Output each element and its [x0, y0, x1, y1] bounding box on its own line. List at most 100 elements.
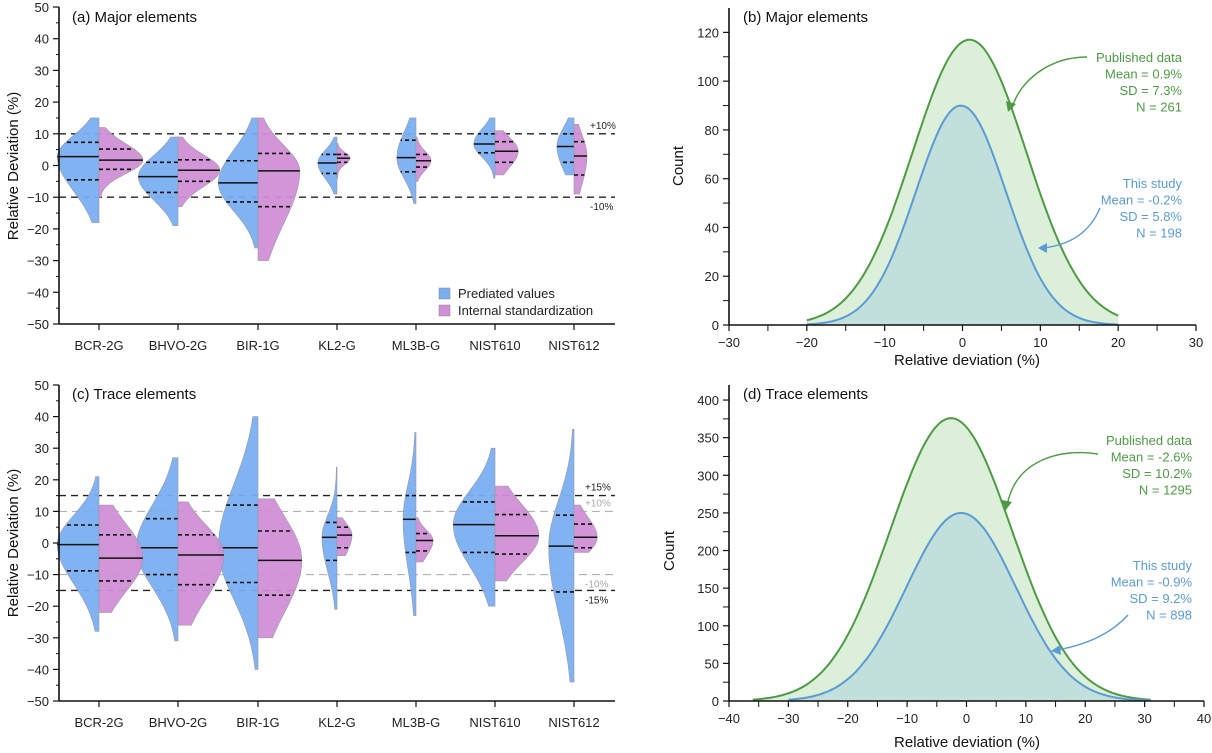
violin-half [217, 117, 259, 249]
y-tick-label: 0 [712, 318, 719, 333]
panel-d-x-axis-title: Relative deviation (%) [894, 734, 1040, 751]
annotation-text: SD = 9.2% [1129, 591, 1192, 606]
violin-shape [321, 466, 338, 610]
violin-half [98, 504, 144, 613]
y-tick-label: 100 [697, 74, 719, 89]
x-tick-label: 40 [1197, 711, 1211, 726]
panel-b-title: (b) Major elements [743, 9, 868, 26]
y-tick-label: 200 [697, 544, 719, 559]
panel-a-legend: Prediated values Internal standardizatio… [438, 286, 593, 318]
this-study-curve [806, 104, 1119, 326]
y-tick-label: 300 [697, 468, 719, 483]
y-tick-label: −30 [27, 254, 49, 269]
x-tick-label: BIR-1G [236, 338, 279, 353]
y-tick-label: 20 [705, 269, 719, 284]
this-study-annotation: This study Mean = -0.9%SD = 9.2% N = 898 [1051, 558, 1192, 655]
x-tick-label: NIST612 [548, 715, 599, 730]
annotation-text: Mean = 0.9% [1105, 67, 1182, 82]
curve-line [788, 511, 1151, 702]
reference-line-label: +10% [590, 121, 616, 132]
x-tick-label: 0 [963, 711, 970, 726]
y-tick-label: 120 [697, 25, 719, 40]
y-tick-label: 0 [712, 694, 719, 709]
x-tick-label: 0 [959, 335, 966, 350]
violin-shape [573, 504, 598, 553]
x-tick-label: −30 [718, 335, 740, 350]
x-tick-label: ML3B-G [392, 338, 440, 353]
y-tick-label: 60 [705, 172, 719, 187]
violin-half [98, 127, 144, 198]
violin-shape [415, 136, 432, 182]
violin-shape [257, 498, 303, 639]
violin-half [494, 130, 519, 176]
violin-half [415, 517, 434, 563]
y-tick-label: −10 [27, 190, 49, 205]
annotation-text: This study [1133, 558, 1193, 573]
y-tick-label: 20 [35, 95, 49, 110]
violin-half [177, 136, 221, 208]
violin-shape [177, 501, 225, 626]
violin-shape [336, 517, 353, 556]
violin-half [257, 117, 301, 261]
violin-shape [473, 117, 496, 179]
x-tick-label: ML3B-G [392, 715, 440, 730]
violin-half [177, 501, 225, 626]
violin-half [56, 476, 100, 632]
annotation-arrow [1056, 614, 1129, 651]
violin-half [415, 136, 432, 182]
annotation-text: N = 1295 [1139, 483, 1192, 498]
annotation-text: N = 261 [1136, 100, 1182, 115]
reference-line-label: -15% [585, 595, 608, 606]
panel-b-major-elements-distribution: (b) Major elements Count Relative deviat… [670, 8, 1203, 369]
x-tick-label: −20 [796, 335, 818, 350]
panel-a-title: (a) Major elements [72, 9, 197, 26]
x-tick-label: NIST610 [469, 338, 520, 353]
annotation-text: N = 198 [1136, 226, 1182, 241]
panel-b-y-axis-title: Count [670, 145, 687, 186]
y-tick-label: 0 [42, 536, 49, 551]
violin-shape [494, 485, 540, 582]
reference-line-label: +15% [585, 483, 611, 494]
y-tick-label: 40 [35, 32, 49, 47]
y-tick-label: −30 [27, 631, 49, 646]
annotation-text: Mean = -0.9% [1111, 575, 1193, 590]
y-tick-label: 0 [42, 159, 49, 174]
x-tick-label: 10 [1019, 711, 1033, 726]
violin-shape [56, 117, 100, 223]
annotation-arrow [1011, 56, 1088, 109]
curve-fill [806, 105, 1119, 325]
violin-half [473, 117, 496, 179]
annotation-arrow [1042, 207, 1101, 249]
x-tick-label: −10 [896, 711, 918, 726]
y-tick-label: 20 [35, 473, 49, 488]
x-tick-label: BIR-1G [236, 715, 279, 730]
annotation-text: SD = 5.8% [1119, 209, 1182, 224]
annotation-text: This study [1123, 176, 1183, 191]
y-tick-label: 30 [35, 63, 49, 78]
violin-shape [217, 416, 259, 670]
violin-half [317, 136, 338, 195]
violin-half [396, 117, 417, 204]
panel-a-y-axis-title: Relative Deviation (%) [5, 92, 22, 240]
this-study-annotation: This study Mean = -0.2%SD = 5.8% N = 198 [1038, 176, 1182, 253]
violin-half [217, 416, 259, 670]
legend-swatch-prediated [438, 287, 451, 300]
y-tick-label: 80 [705, 123, 719, 138]
y-tick-label: −10 [27, 568, 49, 583]
reference-line-label: -10% [585, 580, 608, 591]
violin-shape [135, 457, 179, 642]
panel-d-y-axis-title: Count [661, 530, 678, 571]
panel-a-major-elements-violin: (a) Major elements Relative Deviation (%… [5, 0, 616, 353]
violin-half [336, 142, 351, 179]
violin-shape [98, 127, 144, 198]
x-tick-label: −30 [777, 711, 799, 726]
y-tick-label: 10 [35, 127, 49, 142]
violin-half [494, 485, 540, 582]
y-tick-label: 100 [697, 619, 719, 634]
y-tick-label: 30 [35, 441, 49, 456]
y-tick-label: 50 [35, 378, 49, 393]
arrow-head-icon [1051, 645, 1061, 655]
y-tick-label: −50 [27, 694, 49, 709]
y-tick-label: −20 [27, 222, 49, 237]
violin-shape [494, 130, 519, 176]
